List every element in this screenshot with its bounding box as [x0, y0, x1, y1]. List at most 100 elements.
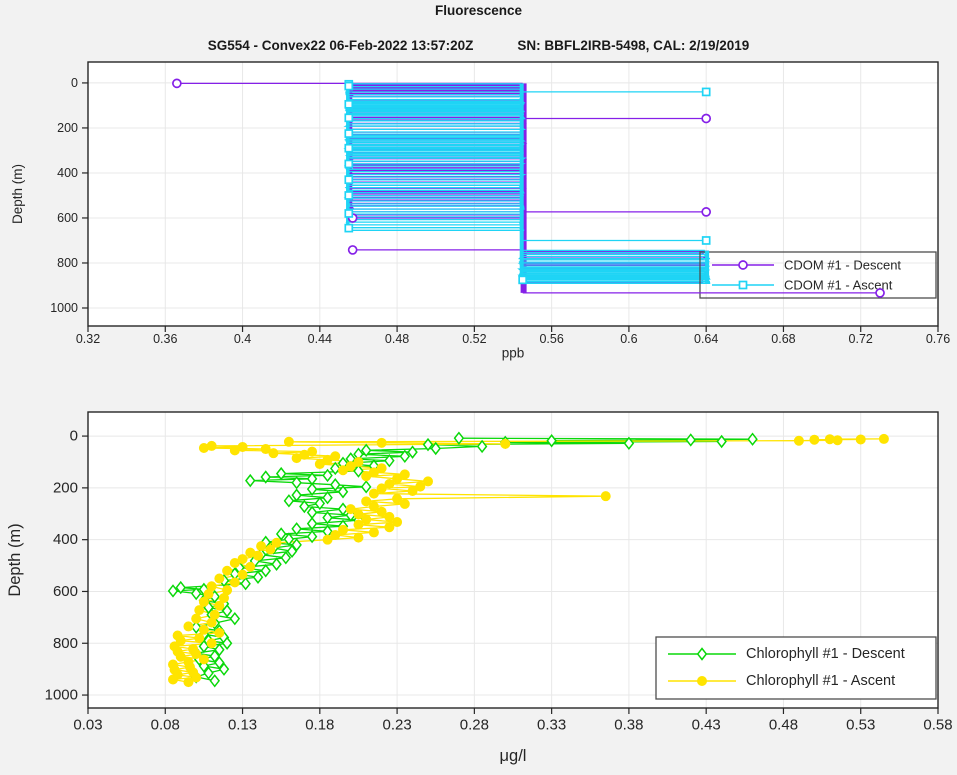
- series-marker-descent: [175, 580, 186, 595]
- series-marker-ascent: [191, 649, 202, 660]
- series-marker-descent: [283, 532, 295, 546]
- series-marker-descent: [214, 655, 225, 670]
- series-marker-descent: [260, 470, 271, 484]
- series-marker-descent: [330, 461, 341, 476]
- series-marker-ascent: [701, 87, 711, 97]
- series-marker-descent: [172, 78, 182, 89]
- x-tick-label: 0.23: [382, 716, 411, 733]
- series-marker-descent: [240, 576, 251, 591]
- x-tick-label: 0.48: [769, 716, 798, 733]
- series-marker-descent: [322, 468, 333, 483]
- series-marker-descent: [306, 516, 318, 531]
- series-marker-descent: [198, 659, 210, 673]
- series-marker-ascent: [353, 519, 364, 530]
- series-marker-ascent: [344, 191, 354, 200]
- series-marker-ascent: [353, 509, 364, 520]
- y-tick-label: 200: [57, 121, 78, 135]
- x-tick-label: 0.72: [849, 332, 873, 346]
- series-marker-descent: [399, 449, 411, 464]
- series-marker-ascent: [368, 527, 379, 538]
- series-marker-descent: [314, 496, 326, 511]
- x-tick-label: 0.36: [153, 332, 177, 346]
- x-tick-label: 0.33: [537, 716, 566, 733]
- series-marker-ascent: [198, 596, 209, 607]
- legend-sample-marker: [738, 260, 748, 270]
- x-tick-label: 0.28: [460, 716, 489, 733]
- y-tick-label: 600: [57, 211, 78, 225]
- series-marker-descent: [214, 643, 225, 657]
- legend-sample-marker: [738, 280, 748, 290]
- series-marker-ascent: [253, 550, 263, 561]
- x-tick-label: 0.58: [923, 716, 952, 733]
- series-marker-ascent: [191, 613, 202, 624]
- x-tick-label: 0.13: [228, 716, 257, 733]
- series-marker-descent: [453, 431, 465, 445]
- series-marker-ascent: [345, 504, 356, 515]
- series-line-ascent: [343, 83, 527, 231]
- series-marker-ascent: [361, 514, 372, 525]
- series-marker-ascent: [198, 654, 209, 665]
- y-tick-label: 400: [53, 531, 78, 548]
- series-marker-descent: [337, 485, 349, 499]
- series-marker-ascent: [260, 444, 271, 455]
- series-marker-descent: [209, 649, 220, 663]
- x-axis-label: ppb: [502, 346, 525, 361]
- series-marker-ascent: [368, 501, 379, 512]
- series-marker-ascent: [376, 483, 387, 494]
- series-marker-ascent: [219, 592, 229, 603]
- x-tick-label: 0.43: [692, 716, 721, 733]
- series-marker-ascent: [344, 159, 354, 169]
- x-tick-label: 0.03: [73, 716, 102, 733]
- series-marker-ascent: [222, 565, 233, 576]
- series-marker-ascent: [384, 478, 395, 489]
- series-marker-descent: [286, 544, 298, 559]
- axes-box: [87, 61, 939, 327]
- series-marker-ascent: [407, 485, 418, 496]
- series-marker-descent: [291, 475, 302, 490]
- y-axis-label: Depth (m): [6, 523, 24, 596]
- series-marker-ascent: [344, 99, 354, 109]
- series-marker-descent: [360, 443, 372, 458]
- series-marker-ascent: [206, 638, 217, 649]
- series-marker-ascent: [809, 434, 820, 445]
- series-marker-descent: [685, 433, 696, 447]
- series-marker-descent: [209, 674, 220, 688]
- legend-entry-label: Chlorophyll #1 - Descent: [746, 646, 905, 662]
- series-marker-ascent: [229, 557, 240, 568]
- series-marker-ascent: [500, 438, 511, 449]
- series-marker-ascent: [237, 569, 248, 580]
- series-marker-ascent: [392, 473, 403, 484]
- series-marker-ascent: [344, 175, 354, 185]
- series-marker-ascent: [353, 456, 364, 467]
- y-tick-label: 400: [57, 166, 78, 180]
- y-tick-label: 1000: [50, 301, 78, 315]
- series-marker-ascent: [229, 577, 240, 588]
- y-tick-label: 800: [53, 635, 78, 652]
- series-marker-descent: [221, 604, 233, 618]
- plot-chlorophyll: 0.03 0.08 0.13 0.18 0.23 0.28 0.33 0.38 0.43 0.48…: [6, 411, 953, 765]
- x-axis-label: μg/l: [500, 747, 527, 765]
- series-marker-ascent: [237, 554, 248, 565]
- series-marker-ascent: [214, 573, 225, 584]
- series-marker-descent: [546, 434, 557, 448]
- x-tick-label: 0.53: [846, 716, 875, 733]
- series-marker-descent: [353, 464, 364, 478]
- series-marker-ascent: [376, 437, 387, 448]
- series-marker-descent: [203, 666, 214, 680]
- series-marker-ascent: [183, 677, 194, 688]
- series-marker-descent: [306, 529, 318, 544]
- series-marker-ascent: [229, 445, 240, 456]
- series-marker-ascent: [214, 627, 225, 638]
- series-marker-descent: [252, 570, 264, 584]
- series-marker-ascent: [206, 617, 217, 628]
- series-marker-descent: [747, 432, 758, 446]
- series-marker-ascent: [344, 129, 354, 138]
- series-marker-ascent: [368, 488, 379, 499]
- series-marker-ascent: [344, 81, 354, 91]
- legend-entry-label: CDOM #1 - Descent: [784, 258, 901, 273]
- series-marker-descent: [430, 441, 441, 456]
- series-marker-ascent: [392, 517, 403, 528]
- series-marker-ascent: [344, 223, 354, 233]
